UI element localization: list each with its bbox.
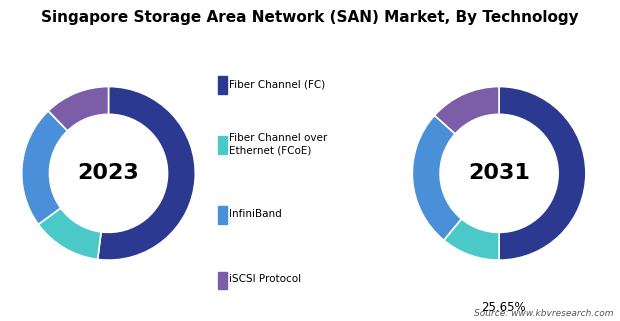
- Text: 2023: 2023: [78, 163, 140, 183]
- Bar: [218, 206, 228, 224]
- Wedge shape: [97, 87, 195, 260]
- Text: iSCSI Protocol: iSCSI Protocol: [229, 274, 301, 284]
- Text: Fiber Channel over
Ethernet (FCoE): Fiber Channel over Ethernet (FCoE): [229, 134, 327, 155]
- Text: Fiber Channel (FC): Fiber Channel (FC): [229, 79, 326, 89]
- Wedge shape: [48, 87, 108, 131]
- Wedge shape: [22, 111, 68, 224]
- Text: Singapore Storage Area Network (SAN) Market, By Technology: Singapore Storage Area Network (SAN) Mar…: [41, 10, 579, 25]
- Wedge shape: [499, 87, 586, 260]
- Bar: [218, 136, 228, 154]
- Text: 25.65%: 25.65%: [481, 301, 526, 314]
- Bar: [218, 76, 228, 94]
- Text: Source: www.kbvresearch.com: Source: www.kbvresearch.com: [474, 309, 614, 318]
- Wedge shape: [435, 87, 499, 134]
- Bar: [218, 272, 228, 289]
- Wedge shape: [444, 219, 499, 260]
- Text: 2031: 2031: [468, 163, 530, 183]
- Text: InfiniBand: InfiniBand: [229, 209, 282, 219]
- Wedge shape: [412, 115, 461, 240]
- Wedge shape: [38, 208, 101, 259]
